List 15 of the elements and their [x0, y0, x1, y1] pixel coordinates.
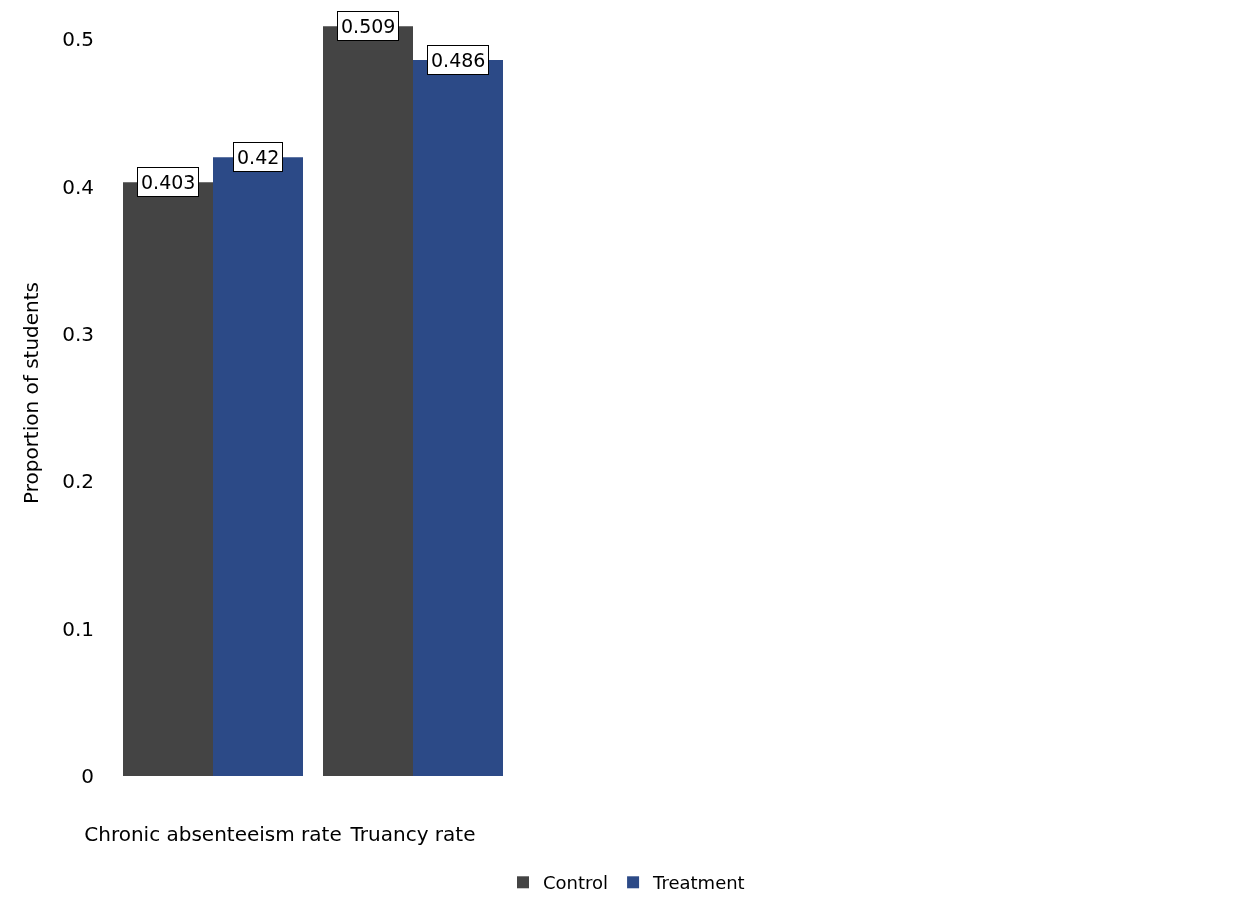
y-tick-label: 0.5 — [62, 27, 94, 52]
y-tick-label: 0.3 — [62, 322, 94, 347]
data-label: 0.403 — [141, 171, 196, 193]
y-tick-label: 0.1 — [62, 616, 94, 641]
y-tick-label: 0.4 — [62, 174, 94, 199]
legend-label: Control — [543, 872, 609, 894]
legend-label: Treatment — [652, 872, 745, 894]
data-label: 0.42 — [237, 146, 280, 168]
data-label: 0.486 — [431, 49, 486, 71]
y-tick-label: 0.2 — [62, 469, 94, 494]
x-tick-label: Chronic absenteeism rate — [84, 822, 342, 846]
y-tick-label: 0 — [81, 764, 94, 788]
data-label: 0.509 — [341, 15, 396, 37]
x-tick-label: Truancy rate — [349, 822, 476, 846]
y-axis-title: Proportion of students — [18, 281, 43, 505]
